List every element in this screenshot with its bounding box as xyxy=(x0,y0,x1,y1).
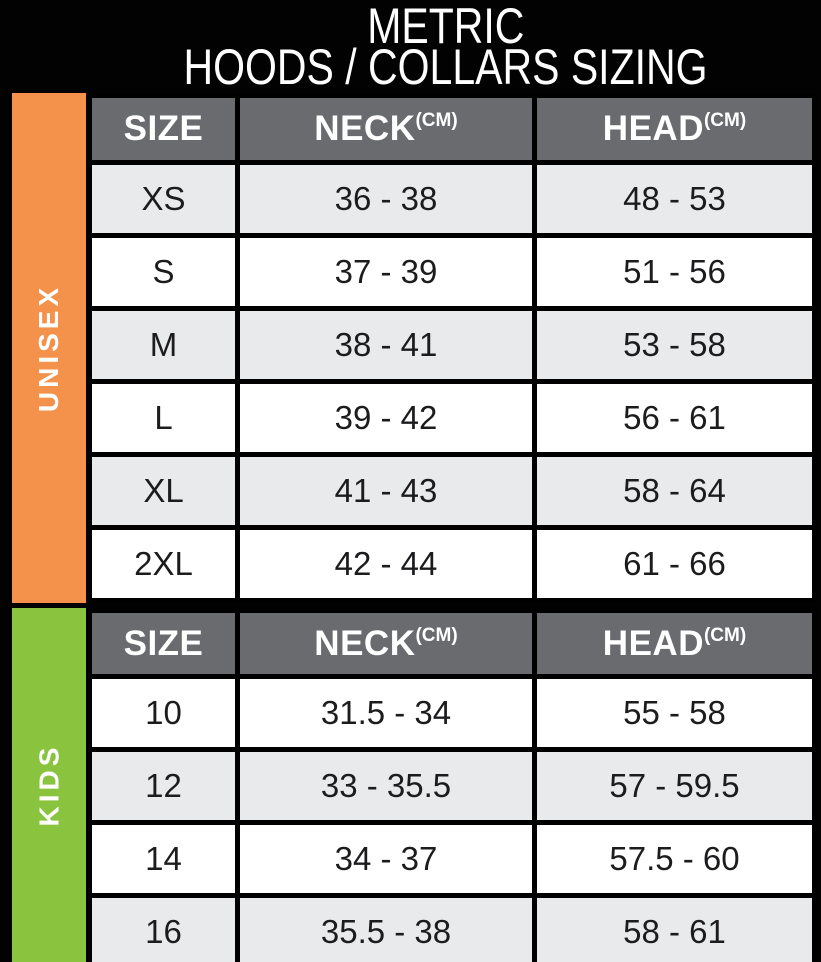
cell-size: 14 xyxy=(87,820,240,898)
kids-col-header-neck: NECK(CM) xyxy=(235,608,537,679)
unisex-col-header-head: HEAD(CM) xyxy=(532,93,817,165)
cell-head-range: 58 - 64 xyxy=(532,452,817,530)
table-row-l: L 39 - 42 56 - 61 xyxy=(87,379,817,457)
cell-neck-range: 35.5 - 38 xyxy=(235,893,537,962)
table-row-m: M 38 - 41 53 - 58 xyxy=(87,306,817,384)
cell-neck-range: 42 - 44 xyxy=(235,525,537,603)
cell-neck-range: 33 - 35.5 xyxy=(235,747,537,825)
unisex-sizing-table: SIZE NECK(CM) HEAD(CM) XS 36 - 38 48 - 5… xyxy=(87,93,817,603)
cell-neck-range: 31.5 - 34 xyxy=(235,674,537,752)
title-line-hoods-collars: HOODS / COLLARS SIZING xyxy=(183,39,708,95)
cell-head-range: 57.5 - 60 xyxy=(532,820,817,898)
cell-head-range: 57 - 59.5 xyxy=(532,747,817,825)
cell-size: S xyxy=(87,233,240,311)
cell-neck-range: 34 - 37 xyxy=(235,820,537,898)
cell-neck-range: 37 - 39 xyxy=(235,233,537,311)
cell-neck-range: 41 - 43 xyxy=(235,452,537,530)
head-unit-superscript: (CM) xyxy=(703,110,747,131)
cell-size: XL xyxy=(87,452,240,530)
kids-col-header-head: HEAD(CM) xyxy=(532,608,817,679)
unisex-header-row: SIZE NECK(CM) HEAD(CM) xyxy=(87,93,817,165)
cell-size: 12 xyxy=(87,747,240,825)
cell-head-range: 51 - 56 xyxy=(532,233,817,311)
cell-size: 16 xyxy=(87,893,240,962)
table-row-s: S 37 - 39 51 - 56 xyxy=(87,233,817,311)
cell-head-range: 55 - 58 xyxy=(532,674,817,752)
cell-size: XS xyxy=(87,160,240,238)
cell-neck-range: 36 - 38 xyxy=(235,160,537,238)
table-row-xs: XS 36 - 38 48 - 53 xyxy=(87,160,817,238)
cell-size: 2XL xyxy=(87,525,240,603)
title-line-metric: METRIC xyxy=(366,0,525,54)
kids-section-label: KIDS xyxy=(33,743,64,827)
cell-size: M xyxy=(87,306,240,384)
kids-header-row: SIZE NECK(CM) HEAD(CM) xyxy=(87,608,817,679)
kids-section-bar: KIDS xyxy=(12,608,86,962)
table-row-14: 14 34 - 37 57.5 - 60 xyxy=(87,820,817,898)
unisex-section-bar: UNISEX xyxy=(12,93,86,603)
cell-head-range: 53 - 58 xyxy=(532,306,817,384)
neck-unit-superscript: (CM) xyxy=(415,110,458,131)
neck-unit-superscript: (CM) xyxy=(415,624,458,646)
cell-head-range: 58 - 61 xyxy=(532,893,817,962)
table-row-2xl: 2XL 42 - 44 61 - 66 xyxy=(87,525,817,603)
cell-size: L xyxy=(87,379,240,457)
cell-head-range: 48 - 53 xyxy=(532,160,817,238)
cell-neck-range: 38 - 41 xyxy=(235,306,537,384)
table-row-16: 16 35.5 - 38 58 - 61 xyxy=(87,893,817,962)
cell-size: 10 xyxy=(87,674,240,752)
page-title: METRIC HOODS / COLLARS SIZING xyxy=(70,0,821,95)
kids-col-header-size: SIZE xyxy=(87,608,240,679)
cell-head-range: 56 - 61 xyxy=(532,379,817,457)
cell-neck-range: 39 - 42 xyxy=(235,379,537,457)
cell-head-range: 61 - 66 xyxy=(532,525,817,603)
unisex-col-header-size: SIZE xyxy=(87,93,240,165)
kids-sizing-table: SIZE NECK(CM) HEAD(CM) 10 31.5 - 34 55 -… xyxy=(87,608,817,962)
table-row-10: 10 31.5 - 34 55 - 58 xyxy=(87,674,817,752)
head-unit-superscript: (CM) xyxy=(703,624,747,646)
unisex-section-label: UNISEX xyxy=(33,283,64,413)
table-row-xl: XL 41 - 43 58 - 64 xyxy=(87,452,817,530)
unisex-col-header-neck: NECK(CM) xyxy=(235,93,537,165)
table-row-12: 12 33 - 35.5 57 - 59.5 xyxy=(87,747,817,825)
